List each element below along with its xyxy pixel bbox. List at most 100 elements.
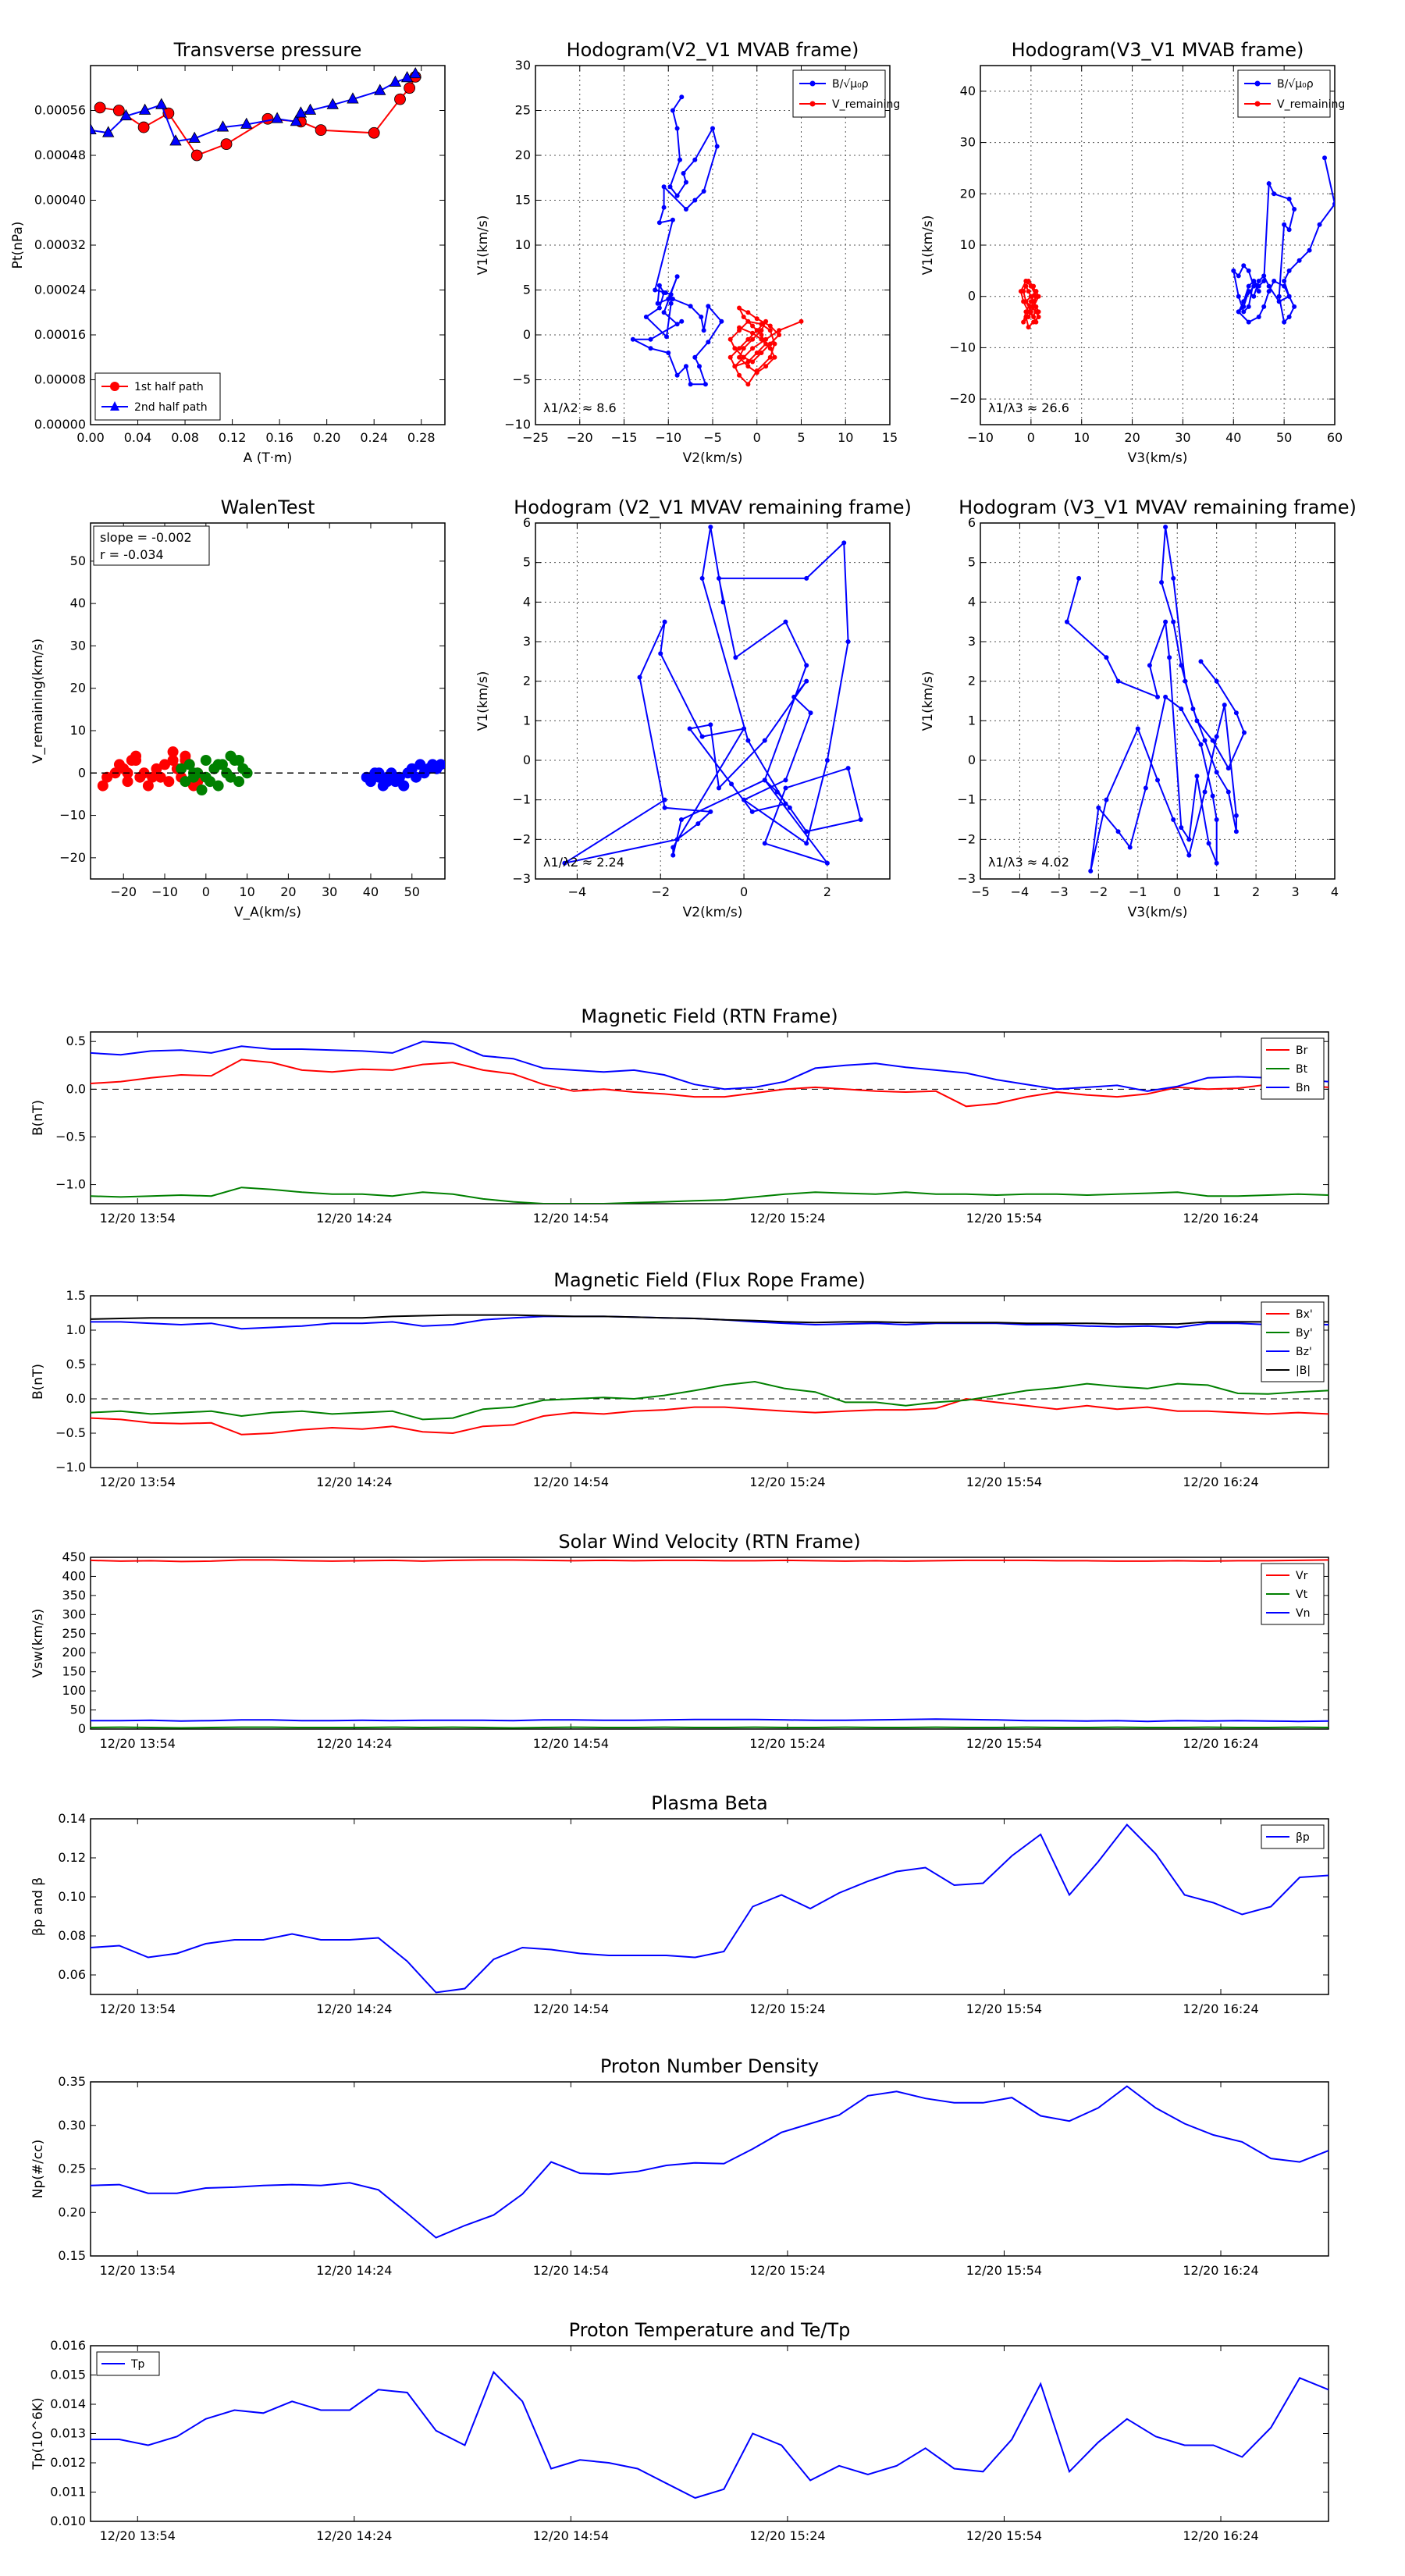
x-tick-label: 12/20 15:54 [966, 2001, 1042, 2016]
y-tick-label: −1 [512, 792, 531, 807]
series-v-remaining [1018, 279, 1041, 330]
legend-label: Bz' [1296, 1346, 1312, 1358]
data-point [1023, 283, 1029, 289]
x-axis-label: V2(km/s) [683, 450, 743, 466]
data-point [1036, 309, 1041, 315]
data-point [1256, 283, 1261, 289]
data-point [394, 93, 406, 105]
data-point [661, 184, 667, 190]
x-tick-label: 12/20 15:24 [749, 1736, 825, 1751]
y-tick-label: 5 [968, 555, 976, 570]
data-point [696, 364, 702, 369]
data-point [1236, 309, 1241, 315]
data-point [683, 364, 688, 369]
x-tick-label: −10 [655, 430, 681, 445]
y-tick-label: 0.5 [66, 1357, 86, 1372]
data-point [706, 340, 711, 345]
data-point [1246, 289, 1251, 294]
data-point [290, 115, 302, 126]
data-point [304, 103, 317, 115]
y-tick-label: 5 [523, 555, 531, 570]
x-tick-label: 10 [1074, 430, 1090, 445]
data-point [767, 341, 773, 347]
data-point [767, 323, 773, 329]
y-tick-label: 10 [960, 237, 976, 252]
data-point [1231, 268, 1236, 273]
y-tick-label: 0.00024 [34, 283, 86, 297]
data-point [119, 109, 133, 121]
data-point [679, 94, 685, 100]
plot-area [91, 2085, 1329, 2239]
data-point [1033, 289, 1039, 294]
plot-area [91, 1559, 1329, 1729]
y-tick-label: −0.5 [55, 1129, 86, 1144]
data-point [701, 189, 706, 194]
data-point [688, 382, 693, 387]
data-point [772, 341, 777, 347]
stats-slope: slope = -0.002 [100, 530, 192, 545]
plot-area [1018, 155, 1335, 330]
data-point [1202, 738, 1208, 743]
data-point [1276, 294, 1282, 299]
y-tick-label: −1.0 [55, 1177, 86, 1192]
data-point [389, 771, 401, 783]
data-point [643, 315, 649, 319]
legend: B/√μ₀ρ V_remaining [792, 69, 900, 118]
y-tick-label: 4 [968, 594, 976, 609]
series-line [91, 73, 416, 143]
x-tick-label: 12/20 13:54 [100, 1475, 176, 1489]
x-tick-label: 12/20 14:24 [316, 1736, 392, 1751]
x-tick-label: −3 [1050, 884, 1069, 899]
data-point [1241, 299, 1247, 304]
data-point [167, 746, 179, 758]
data-point [1155, 694, 1160, 699]
data-point [754, 316, 759, 322]
data-point [678, 817, 684, 822]
data-point [732, 364, 738, 369]
data-point [674, 274, 680, 279]
data-point [271, 112, 283, 123]
data-point [662, 805, 667, 810]
data-point [763, 364, 769, 369]
data-point [777, 328, 782, 333]
data-point [695, 821, 701, 827]
chart-hodo1: Hodogram(V2_V1 MVAB frame) −10 −5 0 5 10 15 20 2… [475, 39, 900, 466]
y-tick-label: 25 [515, 103, 531, 118]
data-point [759, 322, 764, 327]
data-point [1225, 766, 1231, 771]
x-tick-label: 1 [1213, 884, 1221, 899]
data-point [1171, 575, 1176, 581]
y-tick-label: 1.5 [66, 1288, 86, 1303]
data-point [656, 283, 662, 288]
y-axis-label: V1(km/s) [920, 671, 936, 731]
series-line-tp [91, 2371, 1329, 2500]
chart-title: Hodogram(V2_V1 MVAB frame) [567, 39, 859, 61]
data-point [1286, 196, 1292, 201]
data-point [1202, 789, 1208, 795]
legend-marker [1254, 101, 1261, 107]
y-tick-label: 200 [62, 1645, 86, 1660]
chart-pt: Transverse pressure 0.00000 0.00008 0.00016… [10, 39, 446, 466]
data-point [667, 184, 673, 190]
x-tick-label: −20 [567, 430, 593, 445]
data-point [824, 860, 830, 866]
data-point [783, 785, 788, 791]
data-point [1028, 299, 1033, 304]
data-point [750, 336, 756, 342]
chart-np: Proton Number Density 0.15 0.20 0.25 0.30 0.3… [30, 2055, 1329, 2278]
x-tick-label: 12/20 14:24 [316, 2528, 392, 2543]
data-point [1171, 619, 1176, 624]
data-point [762, 841, 767, 846]
series-line-by [91, 1380, 1329, 1421]
x-tick-label: −2 [651, 884, 670, 899]
data-point [1266, 289, 1272, 294]
data-point [750, 330, 756, 336]
legend-marker [110, 401, 119, 411]
y-tick-label: 0.00040 [34, 193, 86, 208]
legend-label: Vr [1296, 1570, 1308, 1582]
data-point [678, 157, 683, 162]
y-tick-label: 0 [78, 765, 86, 780]
y-tick-label: 2 [968, 674, 976, 688]
chart-title: Proton Number Density [600, 2055, 819, 2077]
data-point [674, 837, 680, 842]
